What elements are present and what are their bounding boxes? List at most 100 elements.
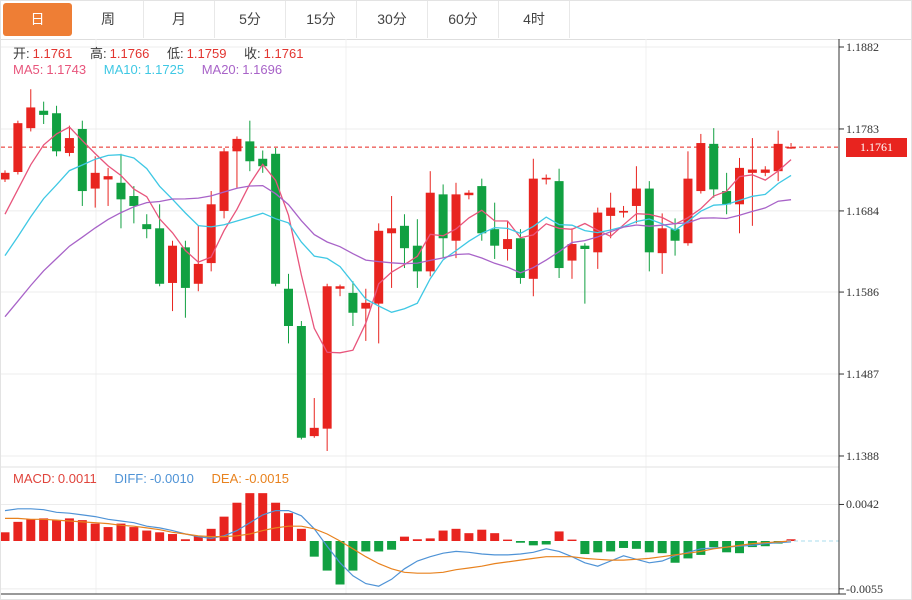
macd-bar [219, 516, 229, 541]
candle [412, 245, 422, 272]
price-axis-label: 1.1586 [846, 285, 879, 300]
low-value: 1.1759 [186, 46, 227, 61]
high-value: 1.1766 [109, 46, 150, 61]
macd-bar [116, 523, 126, 541]
high-label: 高: [90, 46, 107, 61]
macd-bar [206, 528, 216, 541]
macd-bar [631, 541, 641, 549]
period-tab-8[interactable]: 4时 [499, 1, 570, 38]
macd-bar [657, 541, 667, 554]
macd-bar [696, 541, 706, 555]
price-axis-label: 1.1388 [846, 448, 879, 463]
macd-bar [580, 541, 590, 555]
macd-bar [193, 535, 203, 541]
macd-bar [39, 518, 49, 541]
candle [296, 326, 306, 438]
candle [631, 188, 641, 206]
macd-bar [283, 513, 293, 541]
macd-bar [503, 539, 513, 541]
price-axis-label: 1.1882 [846, 40, 879, 54]
macd-bar [348, 541, 358, 571]
macd-bar [477, 529, 487, 541]
candle [206, 204, 216, 264]
candle [335, 286, 345, 289]
ma20-line [4, 184, 792, 318]
macd-bar [567, 539, 577, 541]
candle [541, 177, 551, 180]
candle [786, 147, 796, 149]
close-value: 1.1761 [263, 46, 304, 61]
macd-bar [52, 520, 62, 541]
macd-bar [644, 541, 654, 553]
macd-bar [232, 502, 242, 541]
period-tab-4[interactable]: 5分 [215, 1, 286, 38]
period-tab-7[interactable]: 60分 [428, 1, 499, 38]
period-tab-5[interactable]: 15分 [286, 1, 357, 38]
macd-label: MACD: [13, 471, 55, 486]
open-label: 开: [13, 46, 30, 61]
macd-bar [387, 541, 397, 550]
price-axis-label: 1.1684 [846, 203, 879, 218]
candle [361, 302, 371, 309]
period-tab-1[interactable]: 日 [3, 3, 72, 36]
candle [142, 224, 152, 230]
last-price-flag: 1.1761 [846, 137, 907, 157]
macd-bar [1, 532, 10, 541]
candle [619, 210, 629, 213]
macd-bar [606, 541, 616, 552]
macd-bar [412, 539, 422, 541]
period-tab-6[interactable]: 30分 [357, 1, 428, 38]
candle [103, 176, 113, 180]
macd-bar [541, 541, 551, 545]
macd-bar [64, 518, 74, 541]
candle [606, 207, 616, 216]
candle [309, 427, 319, 437]
candle [451, 194, 461, 241]
period-tab-3[interactable]: 月 [144, 1, 215, 38]
dea-line [5, 517, 792, 574]
macd-value: 0.0011 [57, 471, 97, 486]
period-tab-2[interactable]: 周 [73, 1, 144, 38]
macd-bar [786, 539, 796, 541]
macd-bar [593, 541, 603, 553]
candle [735, 167, 745, 205]
macd-bar [129, 527, 139, 541]
candle [232, 138, 242, 152]
ma-legend: MA5: 1.1743 MA10: 1.1725 MA20: 1.1696 [13, 62, 296, 77]
candle [709, 143, 719, 190]
macd-legend: MACD: 0.0011 DIFF: -0.0010 DEA: -0.0015 [13, 471, 303, 486]
candle [657, 228, 667, 254]
macd-bar [683, 541, 693, 559]
candle [26, 107, 36, 129]
candle [77, 128, 87, 192]
candle [580, 245, 590, 250]
macd-bar [490, 533, 500, 541]
macd-bar [322, 541, 332, 571]
candle [696, 143, 706, 192]
candle [438, 194, 448, 239]
macd-bar [438, 530, 448, 541]
candle [425, 192, 435, 272]
candle [129, 196, 139, 206]
ma10-value: 1.1725 [144, 62, 185, 77]
candle [116, 182, 126, 200]
chart-canvas[interactable] [1, 39, 912, 600]
candle [13, 123, 23, 173]
ma5-value: 1.1743 [46, 62, 87, 77]
candle [168, 245, 178, 283]
ma10-line [4, 154, 792, 313]
macd-bar [309, 541, 319, 557]
candle [348, 292, 358, 313]
candle [670, 229, 680, 241]
candle [683, 178, 693, 244]
macd-axis-label: -0.0055 [846, 581, 883, 596]
macd-bar [296, 528, 306, 541]
macd-bar [155, 532, 165, 541]
candle [528, 178, 538, 279]
macd-bar [271, 502, 281, 541]
macd-bar [258, 493, 268, 541]
dea-label: DEA: [211, 471, 242, 486]
candle [52, 113, 62, 152]
macd-bar [77, 520, 87, 541]
candle [387, 228, 397, 234]
